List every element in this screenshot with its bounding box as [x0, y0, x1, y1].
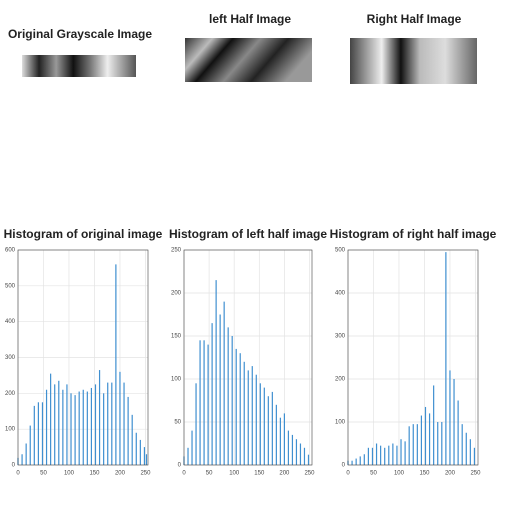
- x-tick-label: 200: [445, 471, 456, 477]
- image-title: left Half Image: [209, 12, 291, 26]
- chart-title: Histogram of original image: [4, 227, 163, 241]
- y-tick-label: 0: [12, 463, 16, 469]
- image-title: Original Grayscale Image: [8, 27, 152, 41]
- y-tick-label: 300: [335, 334, 346, 340]
- x-tick-label: 200: [115, 471, 126, 477]
- image: [350, 38, 477, 84]
- image: [185, 38, 312, 82]
- x-tick-label: 100: [394, 471, 405, 477]
- y-tick-label: 200: [171, 291, 182, 297]
- y-tick-label: 500: [5, 283, 16, 289]
- x-tick-label: 150: [419, 471, 430, 477]
- y-tick-label: 0: [178, 463, 182, 469]
- y-tick-label: 50: [174, 420, 181, 426]
- image-title: Right Half Image: [367, 12, 462, 26]
- y-tick-label: 0: [342, 463, 346, 469]
- x-tick-label: 50: [40, 471, 47, 477]
- figure: Original Grayscale Image left Half Image…: [0, 0, 532, 524]
- x-tick-label: 0: [16, 471, 20, 477]
- x-tick-label: 0: [346, 471, 350, 477]
- y-tick-label: 400: [5, 319, 16, 325]
- x-tick-label: 100: [64, 471, 75, 477]
- y-tick-label: 300: [5, 355, 16, 361]
- y-tick-label: 250: [171, 248, 182, 254]
- y-tick-label: 100: [171, 377, 182, 383]
- chart-title: Histogram of right half image: [330, 227, 497, 241]
- x-tick-label: 50: [370, 471, 377, 477]
- x-tick-label: 250: [470, 471, 481, 477]
- x-tick-label: 150: [254, 471, 265, 477]
- x-tick-label: 50: [206, 471, 213, 477]
- y-tick-label: 100: [335, 420, 346, 426]
- y-tick-label: 500: [335, 248, 346, 254]
- image: [22, 55, 136, 77]
- x-tick-label: 250: [140, 471, 151, 477]
- chart-title: Histogram of left half image: [169, 227, 327, 241]
- x-tick-label: 0: [182, 471, 186, 477]
- y-tick-label: 100: [5, 427, 16, 433]
- x-tick-label: 250: [304, 471, 315, 477]
- x-tick-label: 150: [89, 471, 100, 477]
- y-tick-label: 400: [335, 291, 346, 297]
- y-tick-label: 600: [5, 248, 16, 254]
- y-tick-label: 200: [5, 391, 16, 397]
- x-tick-label: 200: [279, 471, 290, 477]
- y-tick-label: 150: [171, 334, 182, 340]
- y-tick-label: 200: [335, 377, 346, 383]
- x-tick-label: 100: [229, 471, 240, 477]
